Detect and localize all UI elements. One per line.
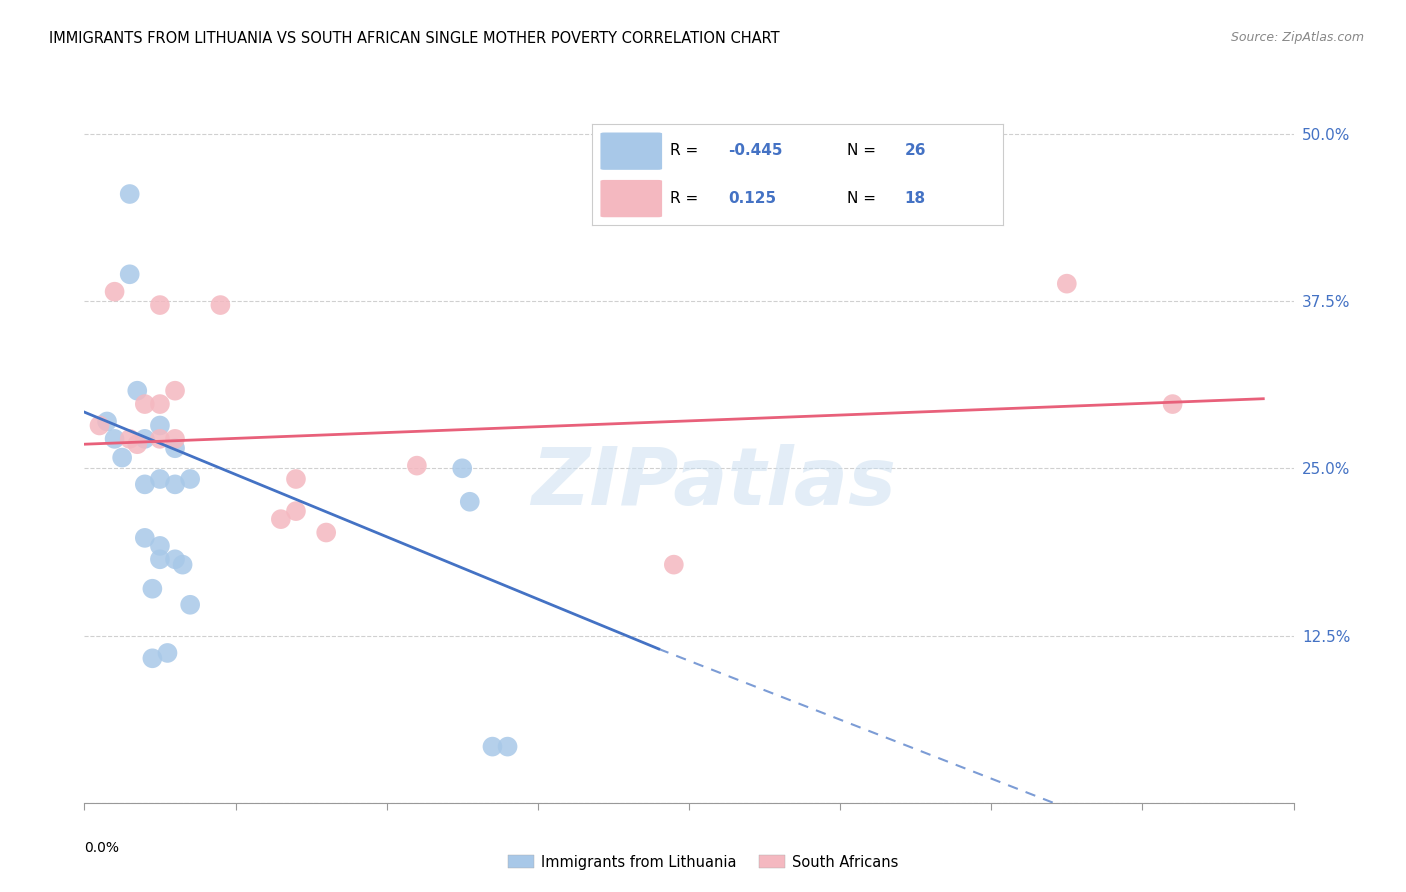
Point [209,298,232,312]
Point [118,268,141,282]
Point [285,504,308,518]
Point [458,494,481,508]
Point [149,552,172,566]
Point [118,432,141,446]
Point [315,525,337,540]
Point [1161,397,1184,411]
Point [662,558,685,572]
Point [141,651,163,665]
Point [179,472,201,486]
Point [149,418,172,433]
Point [270,512,292,526]
Point [96,415,118,429]
Point [134,432,156,446]
Point [141,582,163,596]
Point [134,531,156,545]
Point [104,432,127,446]
Point [104,285,127,299]
Legend: Immigrants from Lithuania, South Africans: Immigrants from Lithuania, South African… [502,849,904,876]
Text: IMMIGRANTS FROM LITHUANIA VS SOUTH AFRICAN SINGLE MOTHER POVERTY CORRELATION CHA: IMMIGRANTS FROM LITHUANIA VS SOUTH AFRIC… [49,31,780,46]
Text: Source: ZipAtlas.com: Source: ZipAtlas.com [1230,31,1364,45]
Point [496,739,519,754]
Point [149,539,172,553]
Point [165,432,187,446]
Point [179,598,201,612]
Point [481,739,503,754]
Point [165,477,187,491]
Point [134,477,156,491]
Point [156,646,179,660]
Point [134,397,156,411]
Point [149,298,172,312]
Point [149,397,172,411]
Point [172,558,194,572]
Point [89,418,111,433]
Point [165,552,187,566]
Point [165,384,187,398]
Text: ZIPatlas: ZIPatlas [530,443,896,522]
Point [111,450,134,465]
Point [118,187,141,202]
Point [285,472,308,486]
Point [451,461,474,475]
Point [165,442,187,456]
Point [149,472,172,486]
Point [406,458,429,473]
Point [127,437,149,451]
Point [127,384,149,398]
Point [1056,277,1078,291]
Text: 0.0%: 0.0% [84,841,120,855]
Point [149,432,172,446]
